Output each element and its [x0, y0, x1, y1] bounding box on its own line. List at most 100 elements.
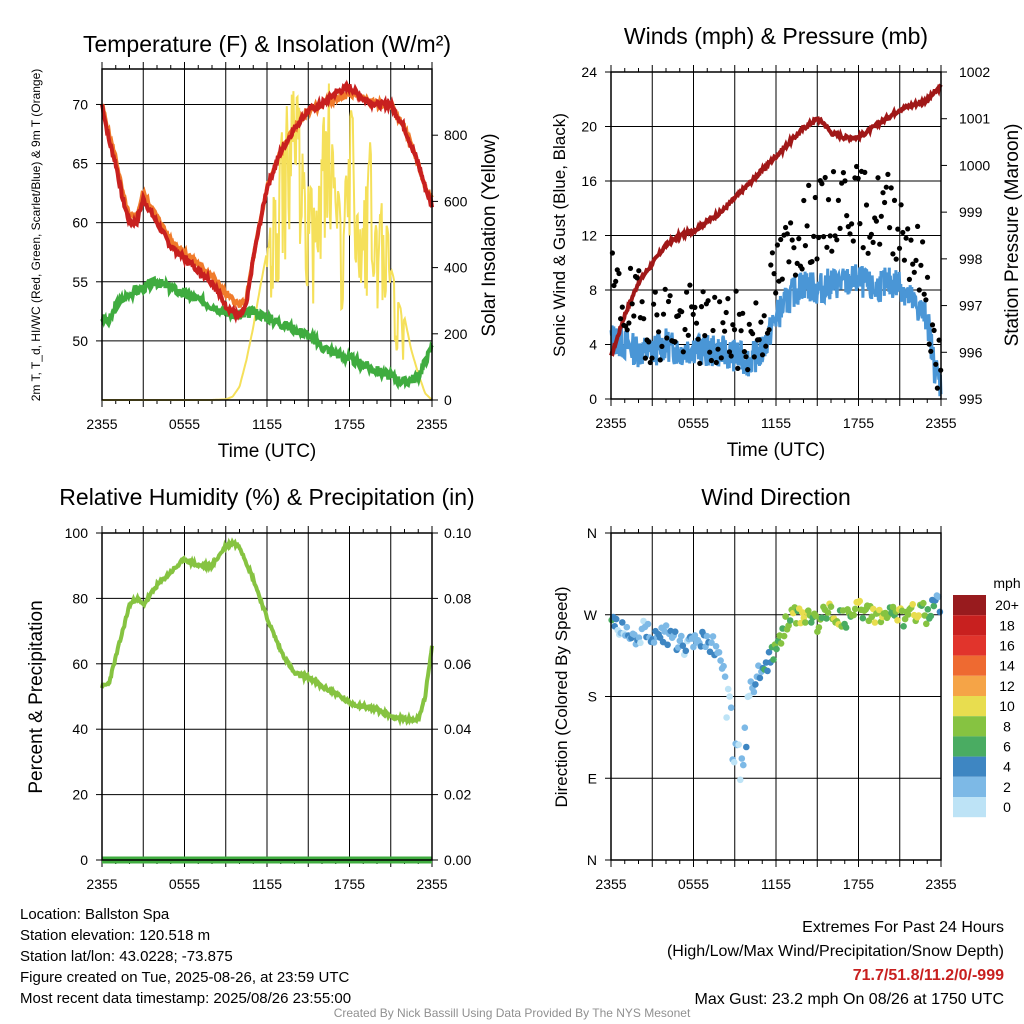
- gust-point: [887, 225, 893, 231]
- y-tick-label: 8: [589, 282, 597, 298]
- x-tick-label: 1755: [843, 415, 874, 431]
- y-ticks-right: 0.00 0.02 0.04 0.06 0.08 0.10: [432, 525, 471, 868]
- temperature-panel: 2355 0555 1155 1755 2355 Temperature (F) & In…: [29, 31, 500, 462]
- gust-point: [715, 346, 721, 352]
- direction-point: [780, 632, 788, 640]
- y-axis-label-right: Solar Insolation (Yellow): [479, 133, 500, 336]
- y-tick-label: 4: [589, 337, 597, 353]
- station-location: Location: Ballston Spa: [20, 906, 170, 923]
- colorbar: mph 20+ 18 16 14 12 10 8 6 4 2 0: [953, 575, 1021, 818]
- gust-point: [875, 175, 881, 181]
- gust-point: [613, 278, 619, 284]
- y-axis-label-right: Station Pressure (Maroon): [1002, 124, 1023, 347]
- gust-point: [771, 271, 777, 277]
- gust-point: [692, 304, 698, 310]
- y-tick-label-right: 400: [444, 260, 468, 276]
- x-tick-label: 2355: [925, 876, 956, 892]
- colorbar-label: 4: [1003, 759, 1011, 775]
- gust-point: [753, 300, 759, 306]
- gust-point: [619, 304, 625, 310]
- gust-point: [779, 276, 785, 282]
- direction-point: [752, 681, 759, 688]
- station-elevation: Station elevation: 120.518 m: [20, 927, 211, 944]
- y-tick-label-right: 0: [444, 392, 452, 408]
- gust-point: [791, 245, 797, 251]
- colorbar-label: 12: [999, 678, 1015, 694]
- gust-point: [801, 197, 807, 204]
- y-ticks-right: 0 200 400 600 800: [432, 127, 468, 408]
- x-axis-label: Time (UTC): [218, 441, 317, 462]
- y-tick-label: E: [588, 770, 597, 786]
- direction-point: [743, 743, 750, 751]
- gust-point: [830, 169, 837, 175]
- direction-point: [708, 639, 715, 646]
- gust-point: [918, 262, 924, 268]
- gust-point: [865, 250, 871, 256]
- gust-point: [786, 259, 792, 265]
- gust-point: [883, 184, 889, 190]
- gust-point: [829, 248, 835, 254]
- gust-point: [868, 231, 875, 237]
- gust-point: [827, 233, 833, 239]
- gust-point: [882, 199, 888, 206]
- x-tick-label: 2355: [925, 415, 956, 431]
- direction-point: [871, 619, 879, 626]
- gust-point: [651, 301, 657, 307]
- gust-point: [837, 225, 843, 231]
- gust-point: [641, 316, 647, 322]
- direction-point: [720, 662, 727, 670]
- x-tick-label: 2355: [595, 876, 626, 892]
- direction-point: [735, 741, 742, 748]
- gust-point: [895, 226, 901, 232]
- grid-lines: [101, 533, 433, 860]
- gust-point: [888, 185, 894, 191]
- y-tick-label: 40: [72, 721, 88, 737]
- gust-point: [745, 367, 751, 373]
- colorbar-label: 14: [999, 658, 1015, 674]
- gust-point: [723, 309, 729, 316]
- y-tick-label-right: 0.10: [444, 525, 471, 541]
- gust-point: [639, 299, 645, 305]
- gust-point: [847, 231, 853, 237]
- gust-point: [773, 290, 779, 296]
- gust-point: [896, 245, 903, 251]
- gust-point: [873, 218, 880, 224]
- y-tick-label-right: 999: [959, 204, 983, 220]
- gust-point: [618, 316, 624, 322]
- y-tick-label-right: 0.02: [444, 787, 471, 803]
- gust-point: [916, 287, 922, 293]
- direction-point: [815, 624, 823, 631]
- gust-point: [763, 343, 769, 349]
- gust-point: [769, 250, 776, 256]
- station-latlon: Station lat/lon: 43.0228; -73.875: [20, 948, 233, 965]
- y-axis-label: Direction (Colored By Speed): [552, 586, 571, 807]
- direction-point: [671, 628, 679, 635]
- gust-point: [684, 289, 690, 295]
- y-tick-label: 0: [589, 391, 597, 407]
- y-tick-label: N: [587, 525, 597, 541]
- direction-point: [812, 612, 820, 620]
- gust-point: [690, 311, 696, 317]
- y-tick-label: S: [588, 689, 597, 705]
- direction-point: [900, 623, 907, 630]
- gust-point: [722, 328, 728, 334]
- direction-point: [850, 611, 857, 619]
- gust-point: [672, 339, 678, 345]
- y-ticks-right: 995 996 997 998 999 1000 1001 1002: [941, 64, 990, 407]
- direction-point: [682, 647, 690, 655]
- figure-created: Figure created on Tue, 2025-08-26, at 23…: [20, 969, 350, 986]
- colorbar-label: 2: [1003, 779, 1011, 795]
- gust-point: [768, 262, 774, 268]
- gust-point: [863, 202, 870, 208]
- extremes-info: Extremes For Past 24 Hours (High/Low/Max…: [667, 916, 1004, 1012]
- y-ticks-left: 0 20 40 60 80 100: [65, 525, 102, 868]
- gust-point: [730, 322, 736, 328]
- gust-point: [824, 244, 830, 250]
- direction-point: [750, 688, 758, 696]
- colorbar-label: 20+: [995, 597, 1019, 613]
- gust-point: [929, 322, 936, 328]
- gust-point: [811, 233, 817, 239]
- gust-point: [751, 354, 757, 360]
- gust-point: [750, 331, 756, 337]
- gust-point: [726, 349, 733, 355]
